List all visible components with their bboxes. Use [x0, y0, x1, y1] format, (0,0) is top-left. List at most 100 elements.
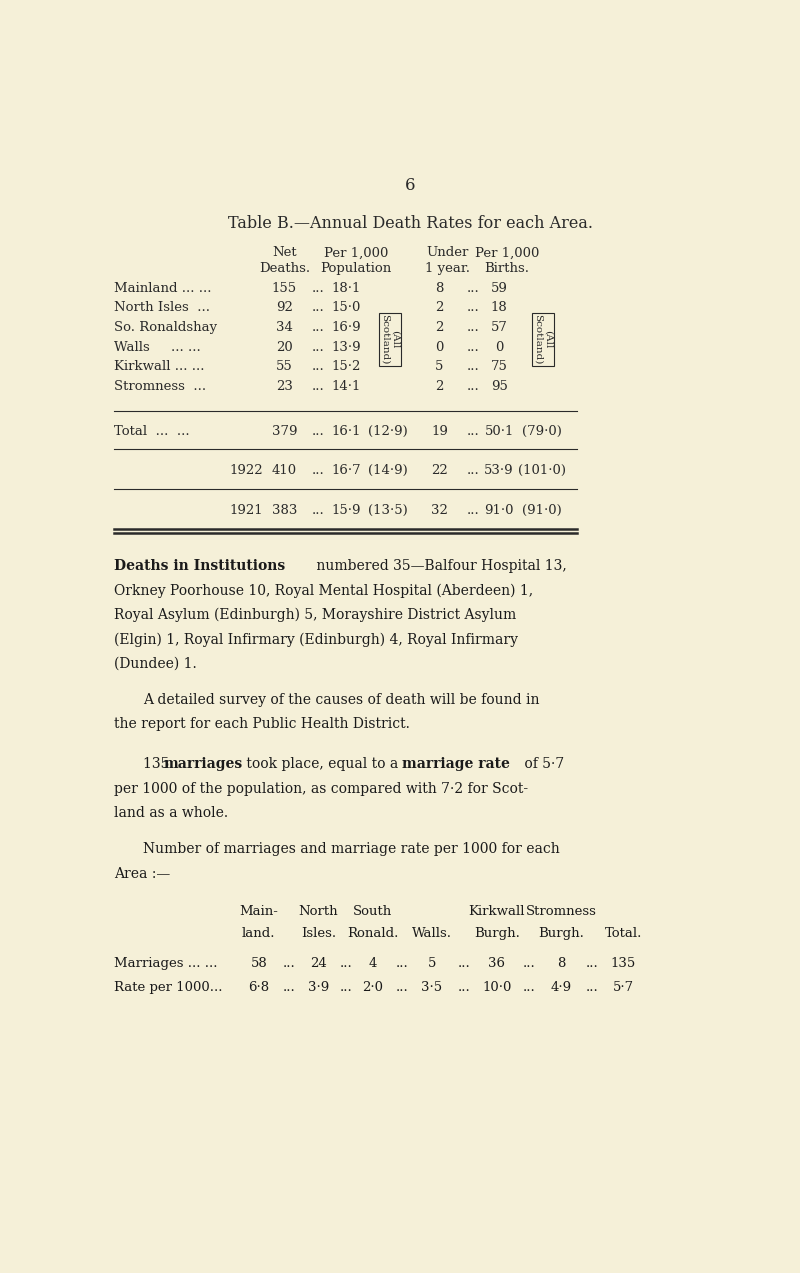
Text: ...: ... — [522, 980, 535, 993]
Text: ...: ... — [586, 980, 598, 993]
Text: (14·9): (14·9) — [369, 463, 408, 476]
Text: Royal Asylum (Edinburgh) 5, Morayshire District Asylum: Royal Asylum (Edinburgh) 5, Morayshire D… — [114, 607, 516, 622]
Text: ...: ... — [312, 341, 325, 354]
Text: 4: 4 — [369, 956, 377, 970]
Text: ...: ... — [458, 980, 470, 993]
Text: 13·9: 13·9 — [332, 341, 362, 354]
Text: Burgh.: Burgh. — [474, 927, 520, 941]
Text: 6·8: 6·8 — [248, 980, 270, 993]
Text: 1921: 1921 — [229, 504, 262, 517]
Text: 34: 34 — [276, 321, 293, 334]
Text: per 1000 of the population, as compared with 7·2 for Scot-: per 1000 of the population, as compared … — [114, 782, 528, 796]
Text: (101·0): (101·0) — [518, 463, 566, 476]
Text: Marriages ... ...: Marriages ... ... — [114, 956, 218, 970]
Text: ...: ... — [522, 956, 535, 970]
Text: 95: 95 — [490, 379, 507, 393]
Text: ...: ... — [586, 956, 598, 970]
Text: Net: Net — [272, 247, 297, 260]
Text: ...: ... — [282, 980, 295, 993]
Text: (All
Scotland): (All Scotland) — [380, 314, 399, 364]
Text: 23: 23 — [276, 379, 293, 393]
Text: Table B.—Annual Death Rates for each Area.: Table B.—Annual Death Rates for each Are… — [227, 215, 593, 232]
Text: Under: Under — [426, 247, 468, 260]
Text: ...: ... — [467, 463, 480, 476]
Text: Births.: Births. — [484, 262, 530, 275]
Text: 5: 5 — [427, 956, 436, 970]
Text: North: North — [298, 905, 338, 918]
Text: Area :—: Area :— — [114, 867, 170, 881]
Text: land as a whole.: land as a whole. — [114, 807, 228, 821]
Text: (13·5): (13·5) — [369, 504, 408, 517]
Text: 410: 410 — [272, 463, 297, 476]
Text: the report for each Public Health District.: the report for each Public Health Distri… — [114, 717, 410, 731]
Text: 18: 18 — [490, 302, 507, 314]
Text: (Dundee) 1.: (Dundee) 1. — [114, 657, 197, 671]
Text: marriage rate: marriage rate — [402, 757, 510, 771]
Text: Mainland ... ...: Mainland ... ... — [114, 281, 211, 295]
Text: 383: 383 — [272, 504, 297, 517]
Text: 0: 0 — [495, 341, 503, 354]
Text: Kirkwall: Kirkwall — [469, 905, 525, 918]
Text: Burgh.: Burgh. — [538, 927, 584, 941]
Text: Per 1,000: Per 1,000 — [323, 247, 388, 260]
Text: ...: ... — [458, 956, 470, 970]
Text: 2·0: 2·0 — [362, 980, 383, 993]
Text: ...: ... — [467, 379, 480, 393]
Text: ...: ... — [467, 425, 480, 438]
Text: ...: ... — [312, 463, 325, 476]
Text: 59: 59 — [490, 281, 507, 295]
Text: land.: land. — [242, 927, 276, 941]
Text: ...: ... — [467, 302, 480, 314]
Text: ...: ... — [312, 360, 325, 373]
Text: 15·9: 15·9 — [332, 504, 362, 517]
Text: ...: ... — [467, 281, 480, 295]
Text: 4·9: 4·9 — [550, 980, 572, 993]
Text: Total.: Total. — [605, 927, 642, 941]
Text: 16·9: 16·9 — [332, 321, 362, 334]
Text: Stromness: Stromness — [526, 905, 597, 918]
Text: ...: ... — [467, 321, 480, 334]
Text: 6: 6 — [405, 177, 415, 193]
Text: 135: 135 — [142, 757, 174, 771]
Text: Per 1,000: Per 1,000 — [474, 247, 539, 260]
Text: 5: 5 — [435, 360, 444, 373]
Text: 15·0: 15·0 — [332, 302, 361, 314]
Text: ...: ... — [312, 281, 325, 295]
Text: 19: 19 — [431, 425, 448, 438]
Text: 16·7: 16·7 — [332, 463, 362, 476]
Text: ...: ... — [467, 360, 480, 373]
Text: 15·2: 15·2 — [332, 360, 361, 373]
Text: 91·0: 91·0 — [484, 504, 514, 517]
Text: So. Ronaldshay: So. Ronaldshay — [114, 321, 217, 334]
Text: Deaths in Institutions: Deaths in Institutions — [114, 559, 285, 573]
Text: ...: ... — [312, 379, 325, 393]
Text: 1922: 1922 — [229, 463, 262, 476]
Text: Total  ...  ...: Total ... ... — [114, 425, 190, 438]
Text: ...: ... — [339, 980, 352, 993]
Text: 53·9: 53·9 — [484, 463, 514, 476]
Text: 24: 24 — [310, 956, 327, 970]
Text: Number of marriages and marriage rate per 1000 for each: Number of marriages and marriage rate pe… — [142, 841, 559, 855]
Text: ...: ... — [312, 302, 325, 314]
Text: 379: 379 — [272, 425, 298, 438]
Text: 3·5: 3·5 — [421, 980, 442, 993]
Text: 2: 2 — [435, 302, 444, 314]
Text: ...: ... — [312, 425, 325, 438]
Text: marriages: marriages — [163, 757, 243, 771]
Text: 57: 57 — [490, 321, 507, 334]
Text: North Isles  ...: North Isles ... — [114, 302, 210, 314]
Text: A detailed survey of the causes of death will be found in: A detailed survey of the causes of death… — [142, 693, 539, 707]
Text: 16·1: 16·1 — [332, 425, 362, 438]
Text: ...: ... — [467, 341, 480, 354]
Text: 50·1: 50·1 — [485, 425, 514, 438]
Text: Main-: Main- — [239, 905, 278, 918]
Text: (Elgin) 1, Royal Infirmary (Edinburgh) 4, Royal Infirmary: (Elgin) 1, Royal Infirmary (Edinburgh) 4… — [114, 633, 518, 647]
Text: (12·9): (12·9) — [369, 425, 408, 438]
Text: Kirkwall ... ...: Kirkwall ... ... — [114, 360, 205, 373]
Text: 135: 135 — [610, 956, 636, 970]
Text: 36: 36 — [488, 956, 506, 970]
Text: 8: 8 — [435, 281, 444, 295]
Text: took place, equal to a: took place, equal to a — [242, 757, 402, 771]
Text: ...: ... — [467, 504, 480, 517]
Text: Stromness  ...: Stromness ... — [114, 379, 206, 393]
